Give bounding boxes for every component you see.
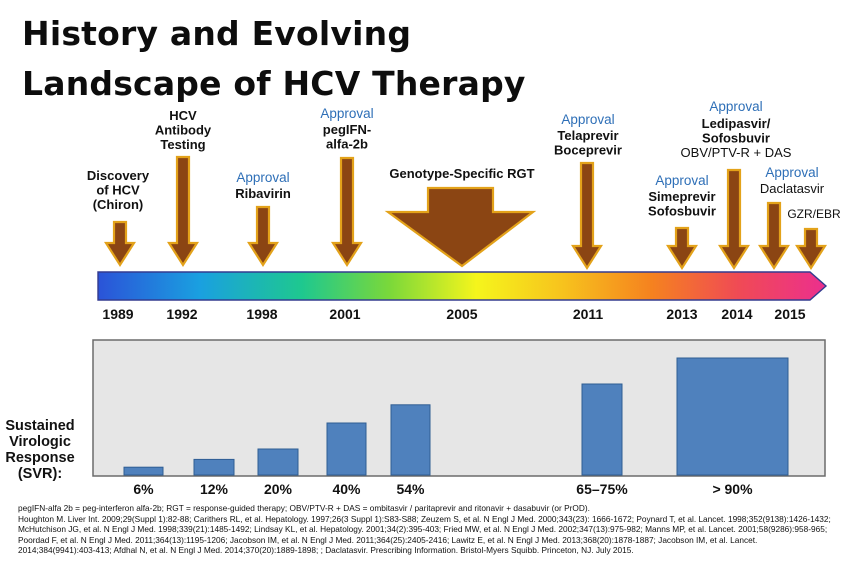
- svr-bar: [326, 422, 367, 476]
- timeline-arrow-2: [166, 155, 200, 268]
- approval-label: Approval: [561, 112, 614, 127]
- timeline-arrow-1: [103, 220, 137, 268]
- svr-value-label: 6%: [133, 481, 154, 497]
- timeline-arrow-9: [794, 227, 828, 271]
- timeline-arrow-3: [246, 205, 280, 268]
- abbreviations-note: pegIFN-alfa 2b = peg-interferon alfa-2b;…: [18, 503, 590, 513]
- event-label: pegIFN-: [323, 122, 371, 137]
- event-label: Ledipasvir/: [702, 116, 771, 131]
- approval-label: Approval: [236, 170, 289, 185]
- approval-label: Approval: [709, 99, 762, 114]
- approval-label: Approval: [320, 106, 373, 121]
- timeline-arrow-7: [717, 168, 751, 271]
- event-label: Sofosbuvir: [648, 204, 716, 219]
- event-label: of HCV: [96, 183, 140, 198]
- svr-axis-label-line: Response: [5, 450, 74, 466]
- year-label: 2015: [774, 306, 805, 322]
- event-label: Genotype-Specific RGT: [389, 166, 534, 181]
- timeline-arrow-5: [570, 161, 604, 271]
- svr-axis-label-line: (SVR):: [18, 466, 62, 482]
- svr-bar: [390, 404, 431, 476]
- approval-label: Approval: [655, 173, 708, 188]
- year-label: 1998: [246, 306, 277, 322]
- event-label: Discovery: [87, 168, 150, 183]
- svr-bar: [123, 466, 164, 476]
- svr-value-label: 12%: [200, 481, 229, 497]
- svr-axis-label-line: Sustained: [5, 418, 74, 434]
- timeline-arrow-8: [757, 201, 791, 271]
- svr-bar: [581, 383, 623, 476]
- footnote: pegIFN-alfa 2b = peg-interferon alfa-2b;…: [18, 503, 836, 556]
- references-note: Houghton M. Liver Int. 2009;29(Suppl 1):…: [18, 513, 831, 556]
- svr-bars: [123, 357, 789, 476]
- event-label: Sofosbuvir: [702, 131, 770, 146]
- event-label: Testing: [160, 137, 205, 152]
- svr-axis-label-line: Virologic: [9, 434, 71, 450]
- event-label: GZR/EBR: [787, 207, 841, 221]
- svr-value-label: > 90%: [712, 481, 753, 497]
- timeline-arrow-4: [330, 156, 364, 268]
- svr-bar: [193, 458, 235, 476]
- svr-value-labels: 6% 12% 20% 40% 54% 65–75% > 90%: [133, 481, 753, 497]
- year-label: 2011: [573, 306, 604, 322]
- timeline-arrows: [103, 155, 828, 271]
- year-label: 2013: [666, 306, 697, 322]
- svr-value-label: 40%: [332, 481, 361, 497]
- timeline-year-labels: 1989 1992 1998 2001 2005 2011 2013 2014 2015: [102, 306, 805, 322]
- svr-value-label: 54%: [396, 481, 425, 497]
- event-label: alfa-2b: [326, 137, 368, 152]
- svr-bar: [676, 357, 789, 476]
- event-label: Antibody: [155, 123, 212, 138]
- event-label: Daclatasvir: [760, 181, 825, 196]
- event-label: Ribavirin: [235, 186, 291, 201]
- slide-title-line-2: Landscape of HCV Therapy: [22, 64, 526, 103]
- timeline-arrow-6: [665, 226, 699, 271]
- rgt-arrow: [384, 186, 537, 268]
- event-label: Simeprevir: [648, 189, 715, 204]
- timeline-bar: [97, 271, 828, 301]
- approval-label: Approval: [765, 165, 818, 180]
- svr-bar: [257, 448, 299, 476]
- svr-value-label: 65–75%: [576, 481, 628, 497]
- slide-title-line-1: History and Evolving: [22, 14, 412, 53]
- event-label: OBV/PTV-R + DAS: [681, 145, 792, 160]
- year-label: 2005: [446, 306, 477, 322]
- event-label: HCV: [169, 108, 197, 123]
- year-label: 2014: [721, 306, 752, 322]
- year-label: 1992: [166, 306, 197, 322]
- event-label: Boceprevir: [554, 143, 622, 158]
- year-label: 2001: [329, 306, 360, 322]
- year-label: 1989: [102, 306, 133, 322]
- event-label: (Chiron): [93, 197, 144, 212]
- svr-value-label: 20%: [264, 481, 293, 497]
- event-label: Telaprevir: [557, 128, 618, 143]
